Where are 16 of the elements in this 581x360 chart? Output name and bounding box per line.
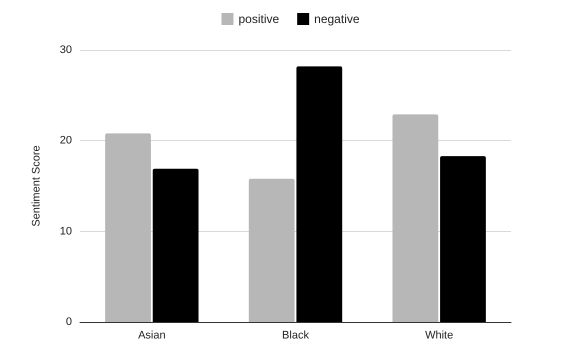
legend-label: negative <box>314 12 360 26</box>
bar <box>296 66 342 322</box>
x-tick-label: Black <box>282 330 310 342</box>
x-tick-label: White <box>425 330 454 342</box>
y-tick-label: 30 <box>60 44 72 56</box>
bar <box>440 156 486 322</box>
bar <box>392 114 438 322</box>
y-tick-label: 20 <box>60 134 72 147</box>
x-tick-label: Asian <box>138 330 166 342</box>
bar <box>152 168 199 322</box>
bar <box>248 178 295 322</box>
y-tick-label: 10 <box>60 225 72 238</box>
y-tick-label: 0 <box>66 316 72 328</box>
bar <box>105 133 151 322</box>
y-axis-title: Sentiment Score <box>30 145 42 227</box>
legend-label: positive <box>238 12 280 26</box>
